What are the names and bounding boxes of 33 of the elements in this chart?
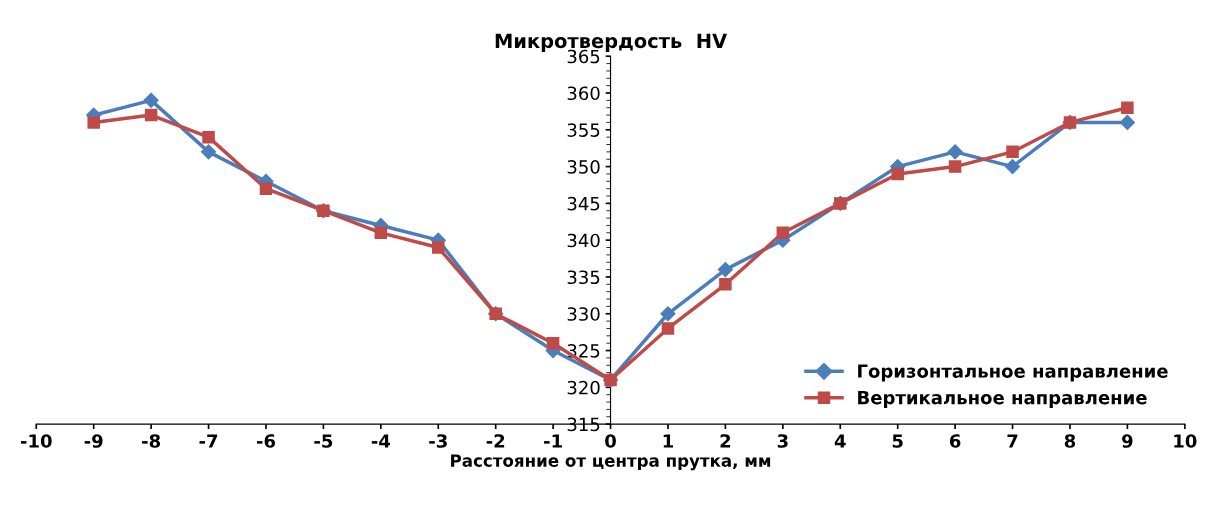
x-tick-label: 2	[720, 434, 731, 448]
x-tick-label: 6	[949, 434, 961, 448]
x-tick-label: -9	[84, 434, 103, 448]
x-tick-label: -6	[256, 434, 276, 448]
x-tick-label: 9	[1122, 434, 1133, 448]
x-tick-label: -7	[199, 434, 218, 448]
y-tick-label: 355	[567, 123, 600, 137]
x-axis-title: Расстояние от центра прутка, мм	[451, 454, 771, 471]
x-tick-label: -4	[371, 434, 391, 448]
x-tick-label: 8	[1064, 434, 1076, 448]
y-tick-label: 345	[567, 196, 600, 211]
legend-label: Горизонтальное направление	[858, 364, 1168, 382]
x-tick-label: 5	[892, 434, 903, 448]
y-tick-label: 325	[567, 344, 600, 358]
x-tick-label: 3	[777, 434, 788, 448]
y-tick-label: 350	[567, 160, 600, 174]
x-tick-label: 0	[605, 434, 616, 448]
y-tick-label: 340	[567, 233, 600, 248]
x-tick-label: 1	[663, 434, 674, 448]
x-tick-label: -2	[486, 434, 505, 448]
x-tick-label: 10	[1174, 434, 1197, 448]
x-tick-label: -1	[544, 434, 562, 448]
y-tick-label: 335	[567, 270, 600, 285]
y-tick-label: 320	[567, 380, 600, 395]
x-tick-label: -10	[20, 434, 52, 448]
x-tick-label: -5	[314, 434, 333, 448]
x-tick-label: 4	[834, 434, 846, 448]
x-tick-label: 7	[1007, 434, 1018, 448]
x-tick-label: -3	[429, 434, 447, 448]
x-tick-label: -8	[142, 434, 161, 448]
y-tick-label: 360	[567, 86, 600, 101]
legend-label: Вертикальное направление	[858, 390, 1147, 408]
y-tick-label: 330	[567, 307, 600, 321]
